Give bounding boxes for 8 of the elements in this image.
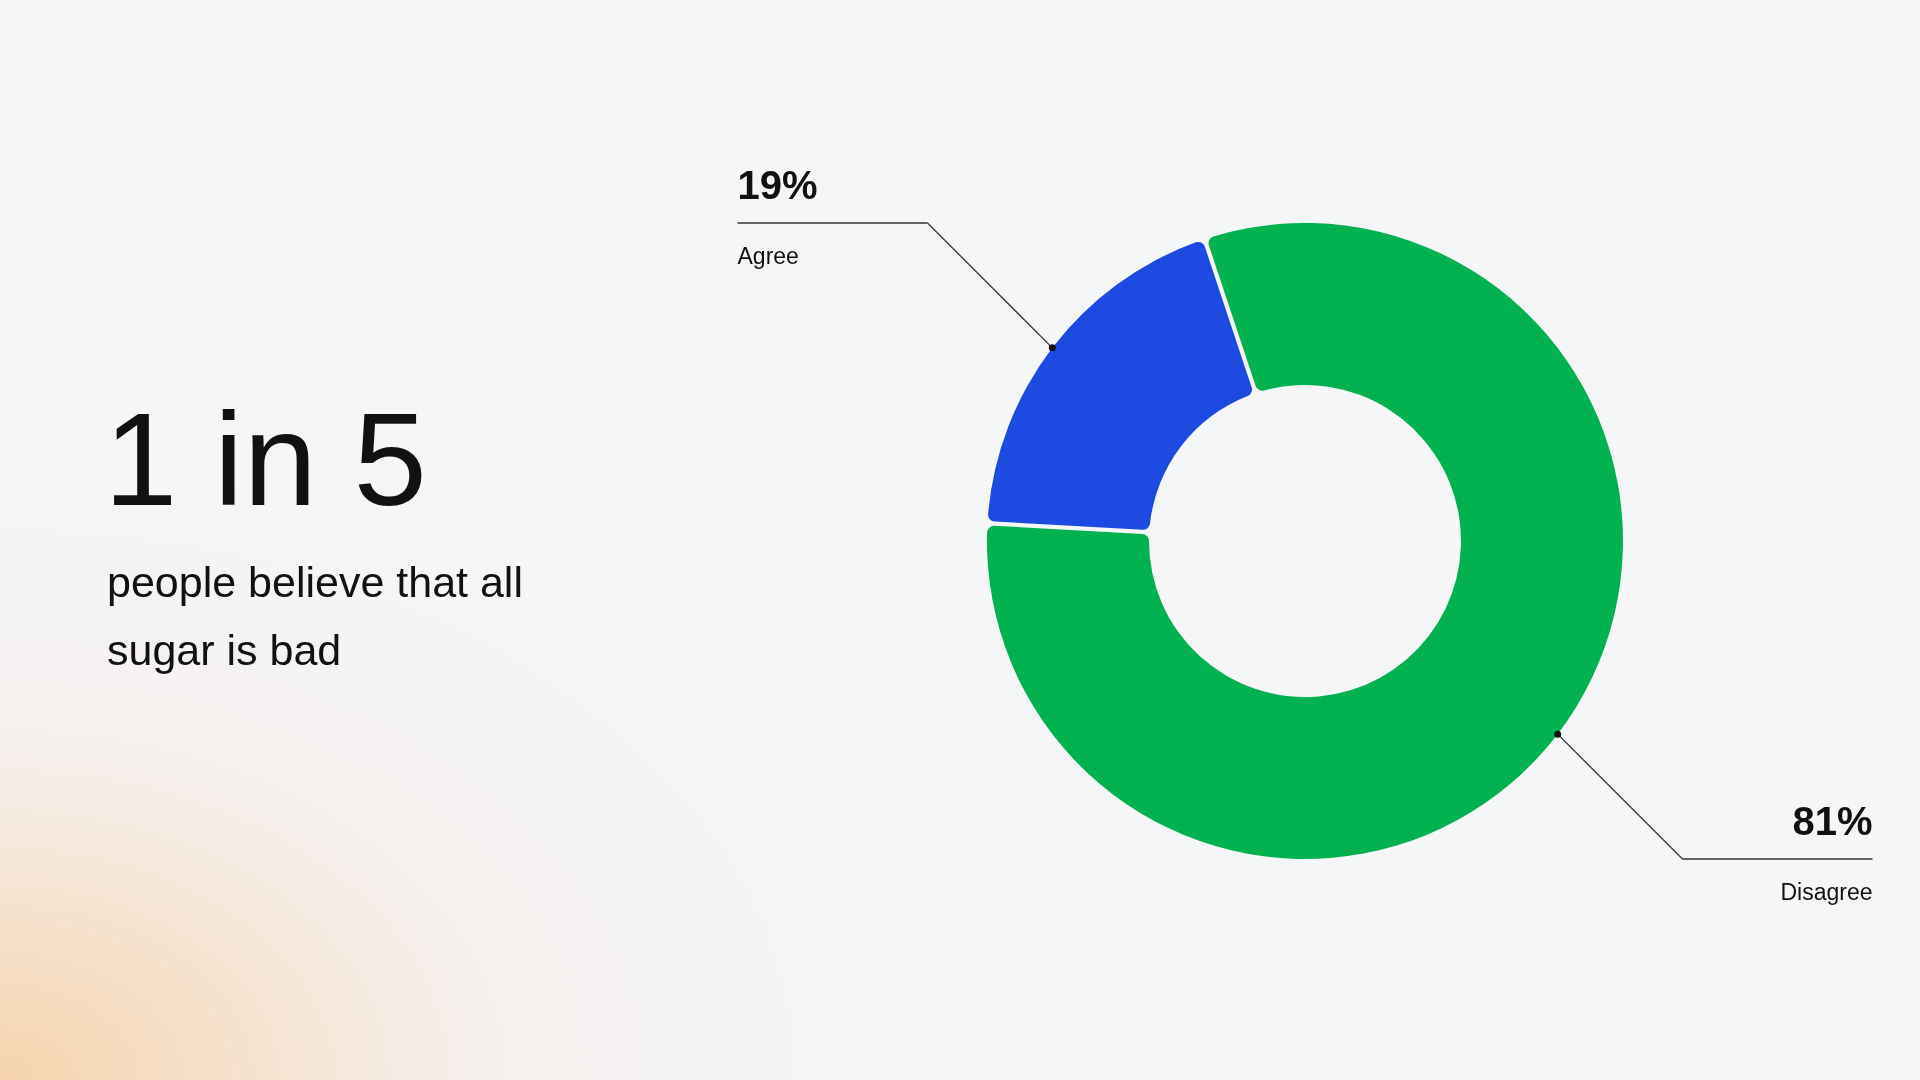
data-label: 19% — [737, 163, 818, 207]
slice-label: Agree — [737, 243, 799, 269]
text: 1 in 5 — [104, 386, 427, 533]
donut-slice — [987, 223, 1623, 859]
donut-slice — [988, 241, 1252, 530]
text: people believe that all sugar is bad — [107, 558, 523, 674]
data-label: 81% — [1792, 799, 1873, 843]
slice-label: Disagree — [1780, 879, 1873, 905]
